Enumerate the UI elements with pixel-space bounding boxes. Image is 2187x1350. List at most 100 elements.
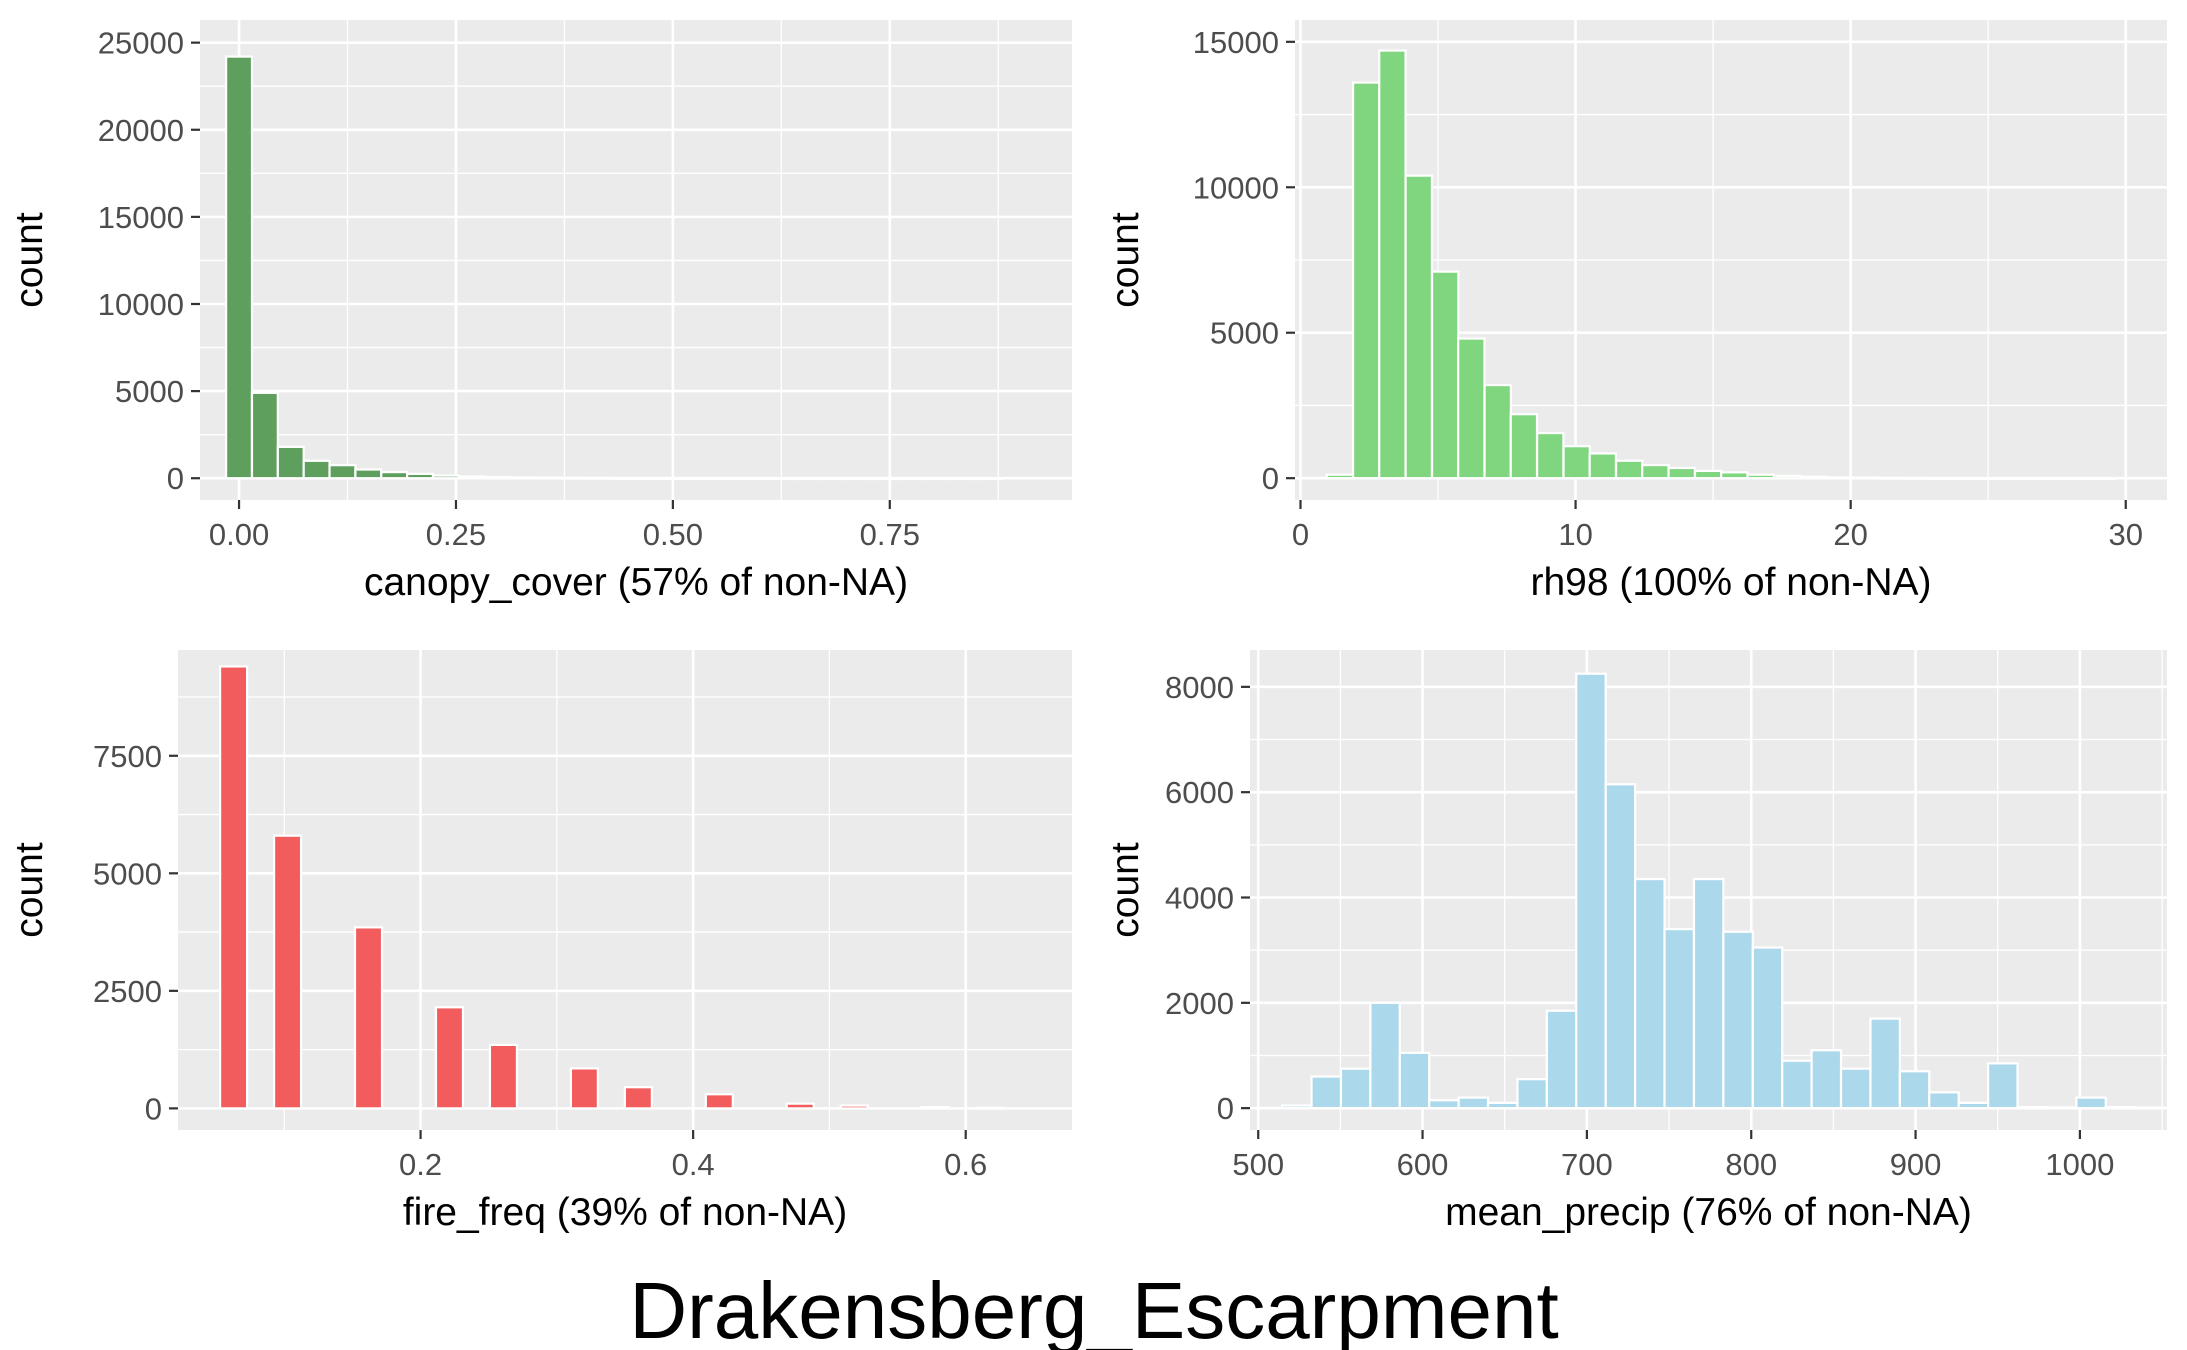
histogram-bar [1663,928,1696,1110]
histogram-bar [1904,476,1933,480]
histogram-bar [1483,383,1512,480]
y-axis-title: count [1104,842,1147,938]
histogram-bar [612,476,641,480]
histogram-bar [1810,1049,1843,1110]
y-axis-title: count [1104,212,1147,308]
histogram-bar [974,1106,1004,1110]
histogram-bar [380,471,409,480]
histogram-bar [1693,469,1723,480]
histogram-bar [569,1067,599,1110]
histogram-bar [1428,1099,1460,1110]
histogram-bar [1562,445,1591,480]
histogram-bar [1634,877,1666,1110]
x-tick-label: 0.4 [672,1147,715,1182]
histogram-bar [793,477,822,481]
x-axis-title: canopy_cover (57% of non-NA) [364,561,908,604]
figure-title: Drakensberg_Escarpment [629,1266,1558,1350]
histogram-bar [1516,1078,1548,1110]
y-tick-label: 15000 [98,200,184,235]
histogram-bar [1722,930,1754,1110]
y-tick-label: 20000 [98,113,184,148]
histogram-bar [535,476,564,480]
histogram-bar [457,475,486,480]
x-tick-label: 30 [2108,517,2142,552]
histogram-bar [1404,174,1434,480]
histogram-bar [948,477,978,481]
y-tick-label: 2500 [93,974,162,1009]
histogram-bar [2104,1105,2137,1110]
histogram-panel-canopy-cover: 0.00 0.25 0.50 0.75 0 5000 10000 15000 20000 2500… [8,20,1072,604]
x-tick-label: 0.75 [860,517,920,552]
histogram-bar [623,1086,653,1110]
y-axis-title: count [8,842,51,938]
histogram-bar [2062,477,2091,481]
y-tick-label: 0 [1217,1091,1234,1126]
histogram-bar [1545,1009,1578,1110]
histogram-bar [785,1102,815,1110]
histogram-bar [1751,946,1784,1110]
histogram-bar [561,476,590,480]
histogram-bar [1378,49,1407,480]
y-tick-label: 2000 [1165,986,1234,1021]
histogram-bar [1772,474,1802,480]
histogram-bar [1369,1001,1401,1110]
histogram-bar [1604,783,1637,1110]
histogram-bar [276,445,305,480]
histogram-bar [1281,1104,1313,1110]
x-tick-label: 0.00 [209,517,269,552]
histogram-bar [1325,473,1355,480]
x-tick-label: 800 [1725,1147,1777,1182]
histogram-bar [1930,476,1959,480]
histogram-bar [1957,1101,1990,1110]
histogram-bar [1839,1067,1872,1110]
x-tick-label: 0.6 [944,1147,987,1182]
histogram-bar [1509,413,1539,480]
y-tick-label: 0 [167,461,184,496]
histogram-bar [2134,1106,2166,1110]
x-tick-label: 700 [1561,1147,1613,1182]
histogram-bar [742,477,771,481]
histogram-bar [406,472,435,480]
histogram-bar [1351,81,1381,480]
histogram-bar [1575,672,1607,1110]
histogram-bar [272,834,303,1110]
y-tick-label: 10000 [1193,170,1279,205]
histogram-panel-fire-freq: 0.2 0.4 0.6 0 2500 5000 7500 fire_freq (39% of … [8,650,1072,1234]
histogram-bar [353,926,384,1110]
histogram-bar [1339,1067,1372,1110]
y-tick-label: 7500 [93,739,162,774]
x-tick-label: 0.2 [399,1147,442,1182]
y-axis-title: count [8,212,51,308]
x-tick-label: 10 [1558,517,1592,552]
x-tick-label: 0.50 [643,517,703,552]
y-tick-label: 15000 [1193,25,1279,60]
histogram-bar [2009,477,2038,481]
x-tick-label: 600 [1397,1147,1449,1182]
y-tick-label: 5000 [115,374,184,409]
histogram-bar [1486,1101,1519,1110]
histogram-bar [1983,477,2012,481]
histogram-bar [219,665,249,1110]
histogram-bar [1898,1070,1931,1110]
histogram-bar [920,1106,950,1110]
histogram-bar [1641,463,1670,480]
histogram-bar [1614,459,1644,480]
y-tick-label: 0 [1262,461,1279,496]
y-tick-label: 5000 [93,856,162,891]
x-tick-label: 20 [1833,517,1867,552]
histogram-bar [1851,476,1881,480]
y-tick-label: 4000 [1165,881,1234,916]
histogram-panel-mean-precip: 500 600 700 800 900 1000 0 2000 4000 6000 8000 mean… [1104,650,2167,1234]
x-tick-label: 1000 [2045,1147,2114,1182]
x-axis-title: mean_precip (76% of non-NA) [1445,1191,1972,1234]
histogram-bar [839,1104,869,1110]
histogram-bar [1430,270,1460,480]
histogram-bar [483,475,512,480]
histogram-panel-rh98: 0 10 20 30 0 5000 10000 15000 rh98 (100% of non-… [1104,20,2167,604]
x-axis-title: rh98 (100% of non-NA) [1530,561,1931,604]
x-tick-label: 500 [1232,1147,1284,1182]
x-tick-label: 0 [1292,517,1309,552]
histogram-bar [1798,475,1828,480]
histogram-bar [845,477,874,481]
histogram-bar [2035,477,2065,481]
